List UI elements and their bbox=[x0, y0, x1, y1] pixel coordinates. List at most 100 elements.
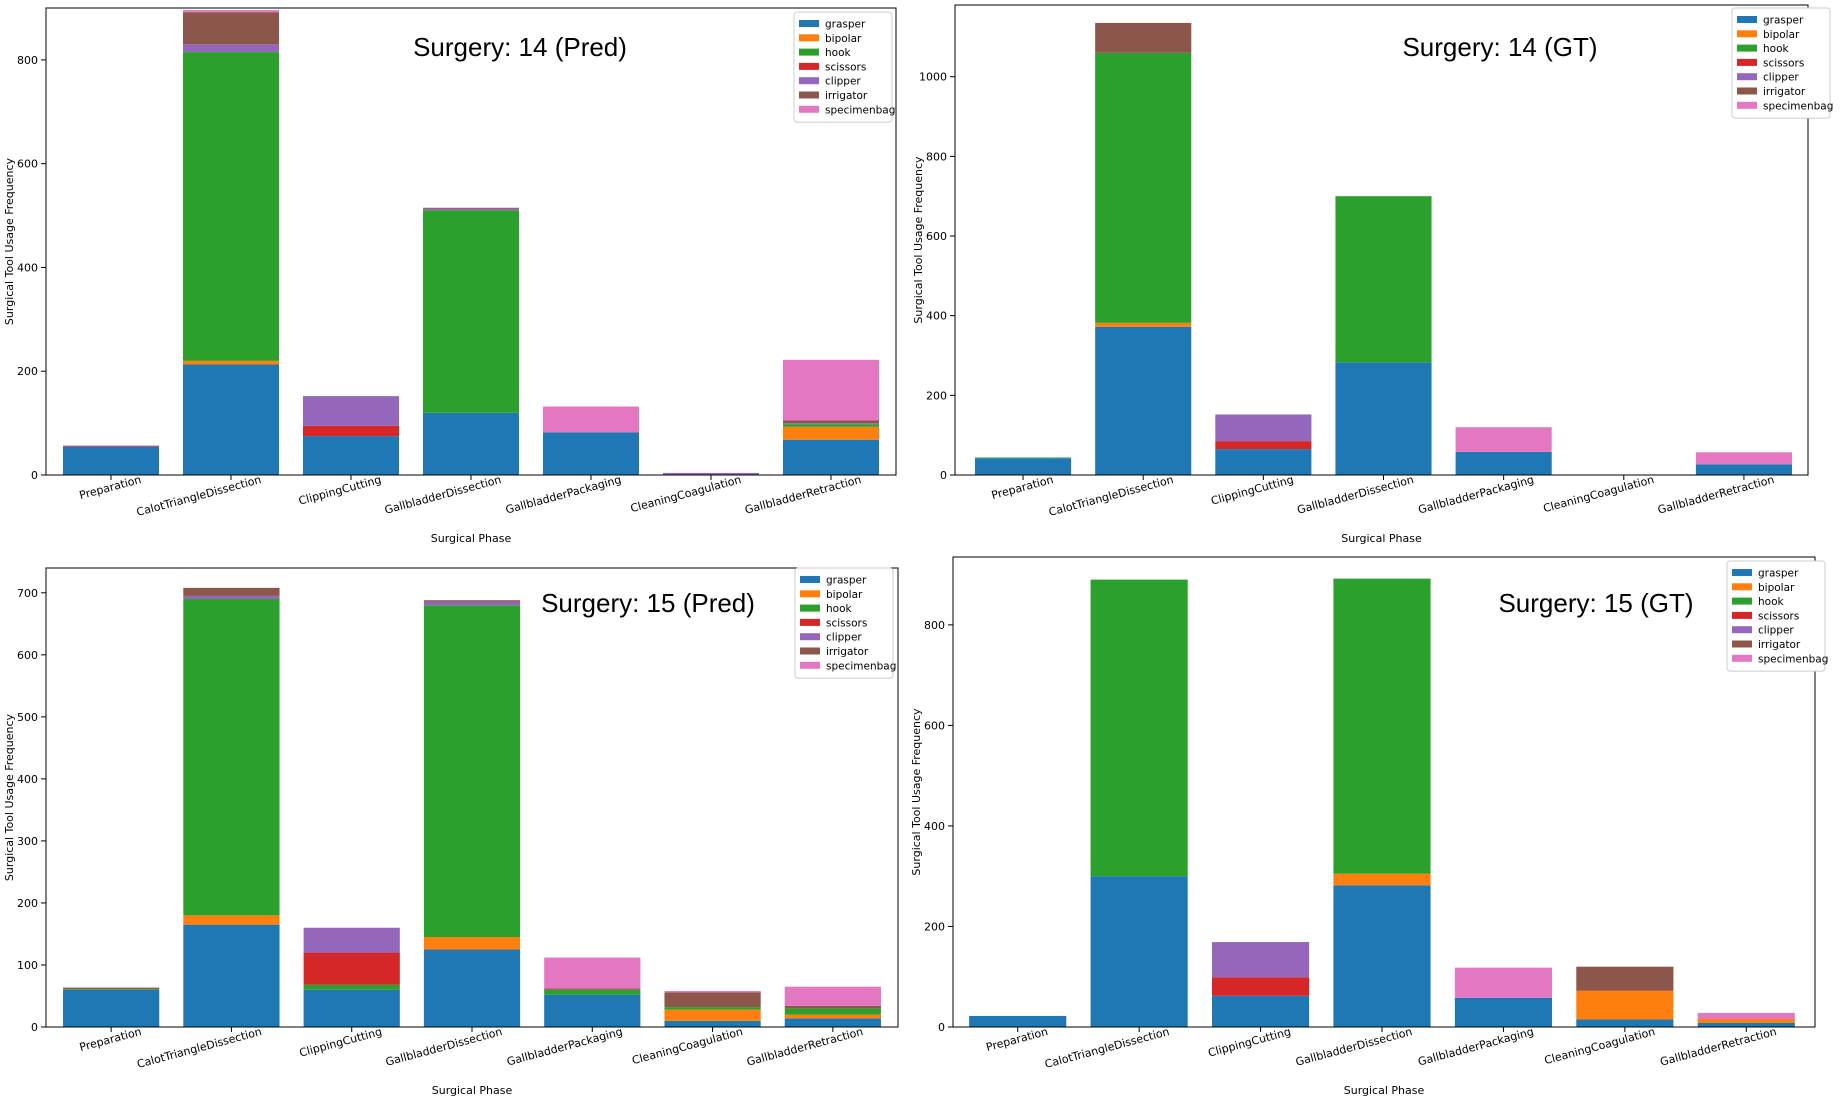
legend-swatch-bipolar bbox=[800, 590, 820, 598]
bar-hook-GallbladderDissection bbox=[1333, 578, 1431, 874]
bar-bipolar-GallbladderDissection bbox=[423, 937, 521, 950]
legend-swatch-irrigator bbox=[800, 647, 820, 655]
bar-specimenbag-GallbladderPackaging bbox=[543, 406, 639, 433]
y-tick-label: 0 bbox=[938, 1021, 945, 1034]
y-tick-label: 800 bbox=[926, 150, 947, 163]
bars bbox=[63, 587, 881, 1027]
bar-hook-GallbladderDissection bbox=[1335, 196, 1432, 363]
y-tick-label: 300 bbox=[17, 835, 38, 848]
bar-specimenbag-GallbladderPackaging bbox=[1454, 967, 1552, 998]
bar-irrigator-GallbladderRetraction bbox=[783, 420, 879, 424]
legend-label-scissors: scissors bbox=[1763, 57, 1804, 69]
bar-grasper-CleaningCoagulation bbox=[664, 1020, 761, 1027]
bar-grasper-ClippingCutting bbox=[303, 989, 400, 1027]
legend-swatch-hook bbox=[1737, 44, 1757, 52]
legend-label-specimenbag: specimenbag bbox=[1763, 100, 1833, 112]
x-tick-label: ClippingCutting bbox=[297, 473, 383, 508]
x-axis-label: Surgical Phase bbox=[432, 1084, 513, 1097]
x-axis-label: Surgical Phase bbox=[1341, 532, 1422, 545]
y-tick-label: 700 bbox=[17, 587, 38, 600]
bar-scissors-Preparation bbox=[63, 987, 160, 989]
legend-swatch-irrigator bbox=[1737, 87, 1757, 95]
bar-grasper-GallbladderRetraction bbox=[1695, 464, 1792, 475]
x-tick-label: CleaningCoagulation bbox=[1543, 1025, 1657, 1067]
bar-bipolar-GallbladderRetraction bbox=[784, 1014, 881, 1019]
x-tick-label: GallbladderPackaging bbox=[1417, 1025, 1536, 1068]
y-tick-label: 0 bbox=[31, 1021, 38, 1034]
legend-label-bipolar: bipolar bbox=[1758, 582, 1795, 594]
x-tick-label: GallbladderRetraction bbox=[1656, 473, 1775, 517]
legend-label-clipper: clipper bbox=[1758, 625, 1794, 637]
legend-label-specimenbag: specimenbag bbox=[825, 104, 895, 116]
bar-specimenbag-GallbladderRetraction bbox=[784, 986, 881, 1006]
chart-panel-1: 0 200 400 600 800 1000 PreparationCalotTriangl… bbox=[912, 4, 1833, 545]
x-tick-label: CalotTriangleDissection bbox=[136, 1025, 264, 1071]
bar-scissors-ClippingCutting bbox=[303, 952, 400, 985]
bar-grasper-CalotTriangleDissection bbox=[1090, 876, 1188, 1027]
bar-grasper-Preparation bbox=[975, 458, 1072, 475]
legend-label-clipper: clipper bbox=[1763, 72, 1799, 84]
legend-label-irrigator: irrigator bbox=[1758, 639, 1801, 651]
legend-swatch-scissors bbox=[800, 618, 820, 626]
y-tick-label: 600 bbox=[17, 158, 38, 171]
y-tick-label: 400 bbox=[926, 310, 947, 323]
y-axis-label: Surgical Tool Usage Frequency bbox=[3, 713, 16, 881]
x-tick-label: CalotTriangleDissection bbox=[135, 473, 263, 519]
legend-label-grasper: grasper bbox=[826, 575, 867, 587]
y-tick-label: 600 bbox=[924, 719, 945, 732]
bars bbox=[975, 22, 1792, 475]
legend-label-irrigator: irrigator bbox=[826, 646, 869, 658]
bar-specimenbag-CleaningCoagulation bbox=[664, 991, 761, 993]
legend: grasper bipolar hook scissors clipper irrigat… bbox=[1731, 7, 1833, 119]
chart-title: Surgery: 15 (GT) bbox=[1498, 588, 1693, 618]
legend-label-scissors: scissors bbox=[826, 617, 867, 629]
chart-title: Surgery: 15 (Pred) bbox=[541, 588, 755, 618]
x-tick-label: GallbladderRetraction bbox=[1659, 1025, 1778, 1069]
y-tick-label: 200 bbox=[17, 897, 38, 910]
y-tick-label: 400 bbox=[17, 261, 38, 274]
bar-hook-GallbladderDissection bbox=[423, 605, 521, 938]
legend-swatch-irrigator bbox=[799, 91, 819, 99]
legend-swatch-clipper bbox=[1732, 626, 1752, 634]
legend-label-hook: hook bbox=[1763, 43, 1790, 55]
bar-scissors-ClippingCutting bbox=[1215, 441, 1312, 450]
x-axis-label: Surgical Phase bbox=[1344, 1084, 1425, 1097]
bar-bipolar-CleaningCoagulation bbox=[664, 1009, 761, 1021]
bar-specimenbag-GallbladderRetraction bbox=[1695, 452, 1792, 465]
bar-irrigator-CleaningCoagulation bbox=[1576, 966, 1674, 991]
legend-swatch-hook bbox=[1732, 597, 1752, 605]
legend-swatch-specimenbag bbox=[1732, 654, 1752, 662]
bar-bipolar-CalotTriangleDissection bbox=[183, 915, 280, 925]
chart-panel-0: 0 200 400 600 800 PreparationCalotTriangleDis… bbox=[3, 7, 897, 545]
y-tick-label: 0 bbox=[940, 469, 947, 482]
bar-bipolar-CalotTriangleDissection bbox=[183, 360, 279, 365]
legend-swatch-scissors bbox=[1732, 611, 1752, 619]
bar-grasper-CleaningCoagulation bbox=[1576, 1019, 1674, 1027]
bar-specimenbag-GallbladderRetraction bbox=[1697, 1012, 1795, 1019]
legend-swatch-hook bbox=[800, 604, 820, 612]
legend-label-hook: hook bbox=[826, 603, 853, 615]
bar-bipolar-CleaningCoagulation bbox=[1576, 990, 1674, 1020]
bar-grasper-GallbladderRetraction bbox=[1697, 1022, 1795, 1027]
legend-label-grasper: grasper bbox=[1758, 568, 1799, 580]
bar-grasper-Preparation bbox=[63, 446, 159, 475]
bars bbox=[63, 10, 879, 475]
y-tick-label: 1000 bbox=[919, 71, 947, 84]
legend-label-grasper: grasper bbox=[1763, 15, 1804, 27]
bar-hook-GallbladderPackaging bbox=[544, 989, 641, 995]
x-tick-label: ClippingCutting bbox=[1210, 473, 1296, 508]
legend-swatch-grasper bbox=[799, 20, 819, 27]
y-tick-label: 800 bbox=[924, 619, 945, 632]
legend-label-bipolar: bipolar bbox=[826, 589, 863, 601]
legend-swatch-scissors bbox=[799, 62, 819, 70]
x-tick-label: ClippingCutting bbox=[1207, 1025, 1293, 1060]
x-tick-label: GallbladderDissection bbox=[1294, 1025, 1414, 1069]
bar-irrigator-GallbladderDissection bbox=[423, 207, 519, 209]
legend-label-irrigator: irrigator bbox=[1763, 86, 1806, 98]
bar-grasper-ClippingCutting bbox=[303, 436, 399, 475]
bar-irrigator-GallbladderDissection bbox=[423, 600, 521, 602]
x-tick-label: GallbladderDissection bbox=[1296, 473, 1416, 517]
legend-swatch-clipper bbox=[1737, 73, 1757, 81]
x-tick-label: GallbladderDissection bbox=[383, 473, 503, 517]
y-tick-label: 600 bbox=[926, 230, 947, 243]
